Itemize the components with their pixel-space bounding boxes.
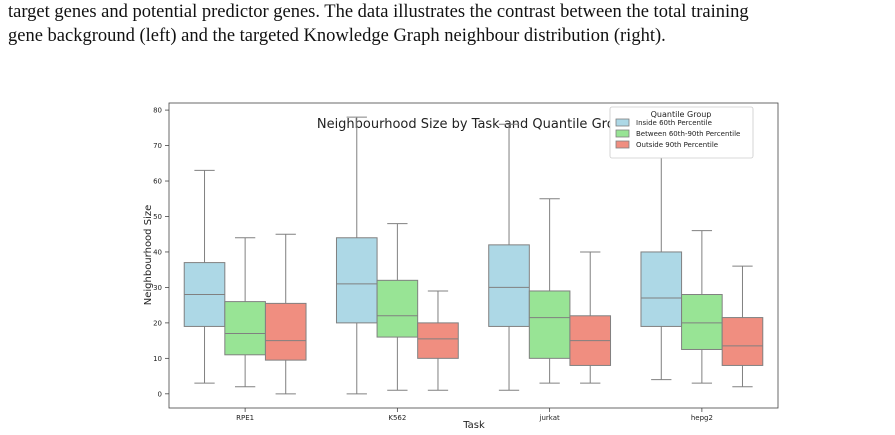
plot-area bbox=[168, 102, 779, 409]
legend-label: Outside 90th Percentile bbox=[636, 141, 718, 149]
x-tick-label: hepg2 bbox=[691, 414, 713, 422]
box-jurkat-1 bbox=[528, 198, 571, 384]
legend-swatch bbox=[615, 118, 630, 127]
x-axis: RPE1 K562 jurkat hepg2 bbox=[236, 408, 713, 422]
y-tick-label: 80 bbox=[153, 107, 162, 115]
box-iqr bbox=[264, 302, 307, 361]
box-groups bbox=[183, 116, 764, 395]
legend-swatch bbox=[615, 140, 630, 149]
box-hepg2-1 bbox=[681, 230, 723, 384]
legend-label: Between 60th-90th Percentile bbox=[636, 130, 740, 138]
y-tick-label: 0 bbox=[158, 390, 162, 398]
figure-caption: target genes and potential predictor gen… bbox=[8, 0, 888, 48]
y-axis: 0 10 20 30 40 50 60 70 80 bbox=[153, 107, 169, 398]
y-tick-label: 70 bbox=[153, 142, 162, 150]
box-K562-0 bbox=[335, 116, 378, 395]
box-iqr bbox=[376, 279, 419, 338]
box-K562-2 bbox=[417, 290, 459, 391]
x-axis-label: Task bbox=[462, 420, 485, 431]
box-iqr bbox=[224, 301, 266, 356]
caption-line-2: gene background (left) and the targeted … bbox=[8, 26, 666, 46]
legend-swatch bbox=[615, 129, 630, 138]
box-iqr bbox=[335, 237, 378, 324]
y-tick-label: 40 bbox=[153, 248, 162, 256]
box-iqr bbox=[681, 294, 723, 350]
y-tick-label: 50 bbox=[153, 213, 162, 221]
box-RPE1-2 bbox=[264, 233, 307, 395]
legend-title: Quantile Group bbox=[651, 110, 712, 119]
x-tick-label: K562 bbox=[388, 414, 406, 422]
box-RPE1-0 bbox=[183, 169, 226, 384]
y-axis-label: Neighbourhood Size bbox=[143, 205, 154, 305]
box-iqr bbox=[528, 290, 571, 359]
x-tick-label: jurkat bbox=[539, 414, 560, 422]
box-K562-1 bbox=[376, 223, 419, 391]
y-tick-label: 10 bbox=[153, 355, 162, 363]
legend-label: Inside 60th Percentile bbox=[636, 119, 712, 127]
box-iqr bbox=[640, 251, 683, 327]
legend: Quantile Group Inside 60th Percentile Bet… bbox=[609, 106, 754, 159]
x-tick-label: RPE1 bbox=[236, 414, 254, 422]
chart-title: Neighbourhood Size by Task and Quantile … bbox=[317, 117, 631, 132]
box-iqr bbox=[721, 317, 764, 366]
y-tick-label: 30 bbox=[153, 284, 162, 292]
box-iqr bbox=[417, 322, 459, 359]
y-tick-label: 60 bbox=[153, 178, 162, 186]
box-jurkat-0 bbox=[488, 123, 530, 391]
box-jurkat-2 bbox=[569, 251, 612, 384]
box-RPE1-1 bbox=[224, 237, 266, 388]
box-hepg2-0 bbox=[640, 145, 683, 381]
box-iqr bbox=[488, 244, 530, 327]
box-hepg2-2 bbox=[721, 265, 764, 388]
y-tick-label: 20 bbox=[153, 319, 162, 327]
legend-frame bbox=[609, 106, 754, 159]
caption-line-1: target genes and potential predictor gen… bbox=[8, 2, 749, 22]
